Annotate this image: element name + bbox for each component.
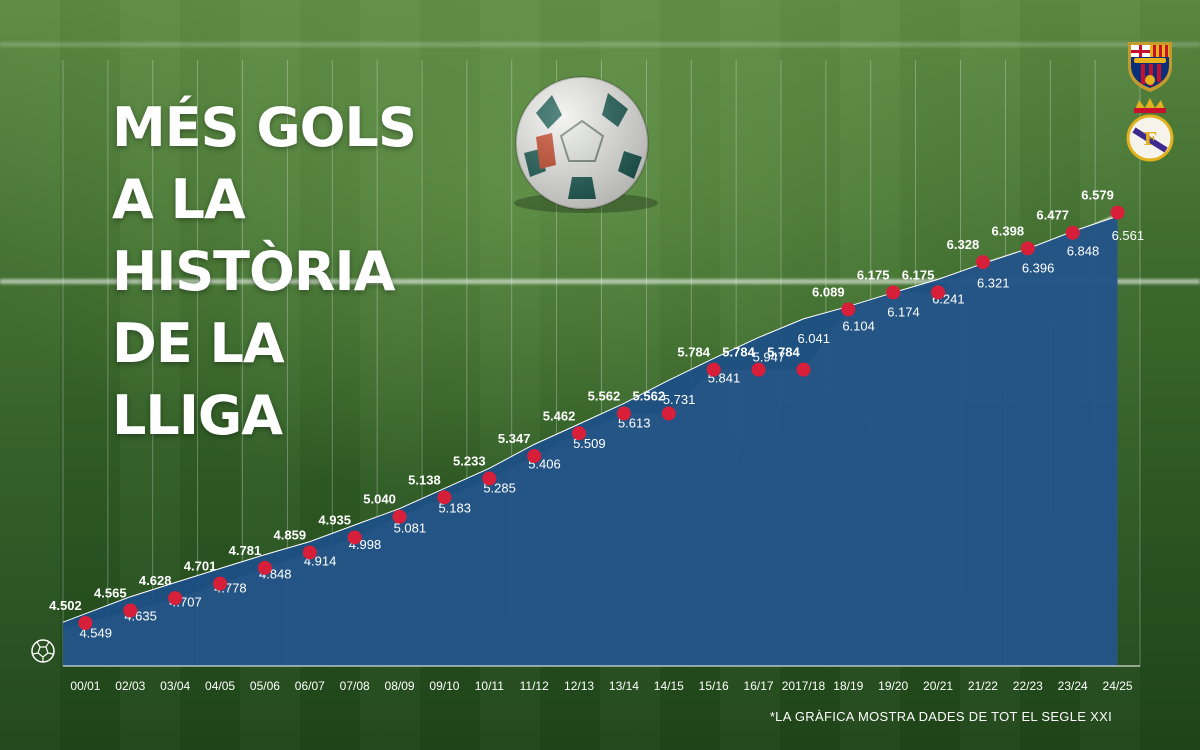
real-madrid-value-label: 6.041: [797, 331, 830, 346]
real-madrid-value-label: 6.848: [1067, 243, 1100, 258]
barcelona-data-point: [572, 426, 587, 441]
svg-text:F: F: [1144, 129, 1157, 150]
barcelona-value-label: 6.579: [1081, 188, 1114, 203]
barcelona-value-label: 5.784: [767, 345, 800, 360]
barcelona-data-point: [751, 362, 766, 377]
x-axis-tick-label: 13/14: [609, 679, 639, 693]
barcelona-value-label: 6.175: [902, 267, 935, 282]
real-madrid-value-label: 5.947: [753, 349, 786, 364]
x-axis-tick-label: 16/17: [744, 679, 774, 693]
footnote: *LA GRÀFICA MOSTRA DADES DE TOT EL SEGLE…: [769, 709, 1112, 724]
fc-barcelona-crest-icon: [1128, 42, 1172, 92]
x-axis-tick-label: 21/22: [968, 679, 998, 693]
barcelona-data-point: [213, 576, 228, 591]
barcelona-value-label: 5.562: [588, 389, 621, 404]
barcelona-data-point: [931, 285, 946, 300]
barcelona-value-label: 4.502: [49, 598, 82, 613]
real-madrid-value-label: 6.104: [842, 318, 875, 333]
barcelona-value-label: 4.701: [184, 559, 217, 574]
real-madrid-value-label: 5.081: [394, 521, 427, 536]
barcelona-value-label: 4.781: [229, 543, 262, 558]
barcelona-value-label: 5.233: [453, 454, 486, 469]
x-axis-tick-label: 23/24: [1058, 679, 1088, 693]
x-axis-tick-label: 02/03: [115, 679, 145, 693]
barcelona-data-point: [975, 255, 990, 270]
barcelona-value-label: 5.462: [543, 408, 576, 423]
barcelona-data-point: [1020, 241, 1035, 256]
barcelona-data-point: [706, 362, 721, 377]
real-madrid-line: [62, 215, 1118, 623]
x-axis-tick-label: 11/12: [520, 679, 549, 693]
barcelona-value-label: 6.398: [992, 223, 1025, 238]
barcelona-value-label: 6.477: [1036, 208, 1069, 223]
x-axis-tick-label: 10/11: [475, 679, 504, 693]
real-madrid-value-label: 5.731: [663, 392, 696, 407]
x-axis-tick-label: 18/19: [833, 679, 863, 693]
barcelona-data-point: [841, 302, 856, 317]
x-axis-tick-label: 14/15: [654, 679, 684, 693]
barcelona-data-point: [616, 406, 631, 421]
barcelona-data-point: [437, 490, 452, 505]
real-madrid-value-label: 6.396: [1022, 261, 1055, 276]
barcelona-value-label: 5.784: [722, 345, 755, 360]
barcelona-data-point: [347, 530, 362, 545]
barcelona-data-point: [168, 591, 183, 606]
real-madrid-area: [63, 216, 1118, 666]
barcelona-labels: 4.502 4.565 4.628 4.701 4.781 4.859 4.935 5.040…: [49, 188, 1114, 613]
x-axis-tick-label: 24/25: [1103, 679, 1133, 693]
x-axis-tick-label: 2017/18: [782, 679, 826, 693]
x-axis-tick-label: 06/07: [295, 679, 325, 693]
real-madrid-value-label: 5.183: [438, 500, 471, 515]
x-axis-tick-label: 05/06: [250, 679, 280, 693]
x-axis-tick-label: 09/10: [429, 679, 459, 693]
barcelona-data-point: [527, 449, 542, 464]
x-axis-tick-label: 08/09: [385, 679, 415, 693]
barcelona-data-point: [123, 603, 138, 618]
barcelona-value-label: 5.138: [408, 472, 441, 487]
soccer-ball-image: [514, 76, 658, 213]
x-axis-tick-label: 12/13: [564, 679, 594, 693]
barcelona-data-point: [482, 471, 497, 486]
x-axis-labels: 00/01 02/03 03/04 04/05 05/06 06/07 07/08 08/09…: [70, 679, 1132, 693]
barcelona-data-point: [257, 560, 272, 575]
barcelona-value-label: 5.562: [633, 389, 666, 404]
x-axis-tick-label: 19/20: [878, 679, 908, 693]
barcelona-data-point: [302, 545, 317, 560]
barcelona-data-point: [78, 616, 93, 630]
barcelona-value-label: 4.935: [318, 512, 351, 527]
real-madrid-value-label: 6.174: [887, 305, 920, 320]
x-axis-tick-label: 03/04: [160, 679, 190, 693]
barcelona-value-label: 5.347: [498, 431, 531, 446]
barcelona-data-point: [1065, 225, 1080, 240]
x-axis-tick-label: 22/23: [1013, 679, 1043, 693]
barcelona-data-point: [1110, 205, 1125, 220]
barcelona-value-label: 6.175: [857, 267, 890, 282]
barcelona-value-label: 4.859: [274, 527, 307, 542]
barcelona-value-label: 6.089: [812, 284, 845, 299]
real-madrid-crest-icon: F: [1126, 98, 1174, 162]
x-axis-tick-label: 15/16: [699, 679, 729, 693]
barcelona-value-label: 5.784: [677, 345, 710, 360]
page-title: MÉS GOLS A LA HISTÒRIA DE LA LLIGA: [112, 96, 417, 447]
barcelona-value-label: 4.628: [139, 573, 172, 588]
barcelona-data-point: [886, 285, 901, 300]
barcelona-data-point: [661, 406, 676, 421]
x-axis-tick-label: 04/05: [205, 679, 235, 693]
x-axis-tick-label: 07/08: [340, 679, 370, 693]
football-icon: [31, 639, 55, 663]
barcelona-data-point: [796, 362, 811, 377]
barcelona-value-label: 6.328: [947, 237, 980, 252]
pitch-line-top: [0, 42, 1200, 47]
barcelona-value-label: 5.040: [363, 492, 396, 507]
barcelona-data-point: [392, 509, 407, 524]
x-axis-tick-label: 20/21: [923, 679, 953, 693]
barcelona-value-label: 4.565: [94, 586, 127, 601]
real-madrid-value-label: 6.321: [977, 276, 1010, 291]
barcelona-markers: [78, 205, 1125, 630]
pitch-line-middle: [0, 279, 1200, 284]
x-axis-tick-label: 00/01: [70, 679, 100, 693]
real-madrid-value-label: 6.561: [1112, 228, 1145, 243]
